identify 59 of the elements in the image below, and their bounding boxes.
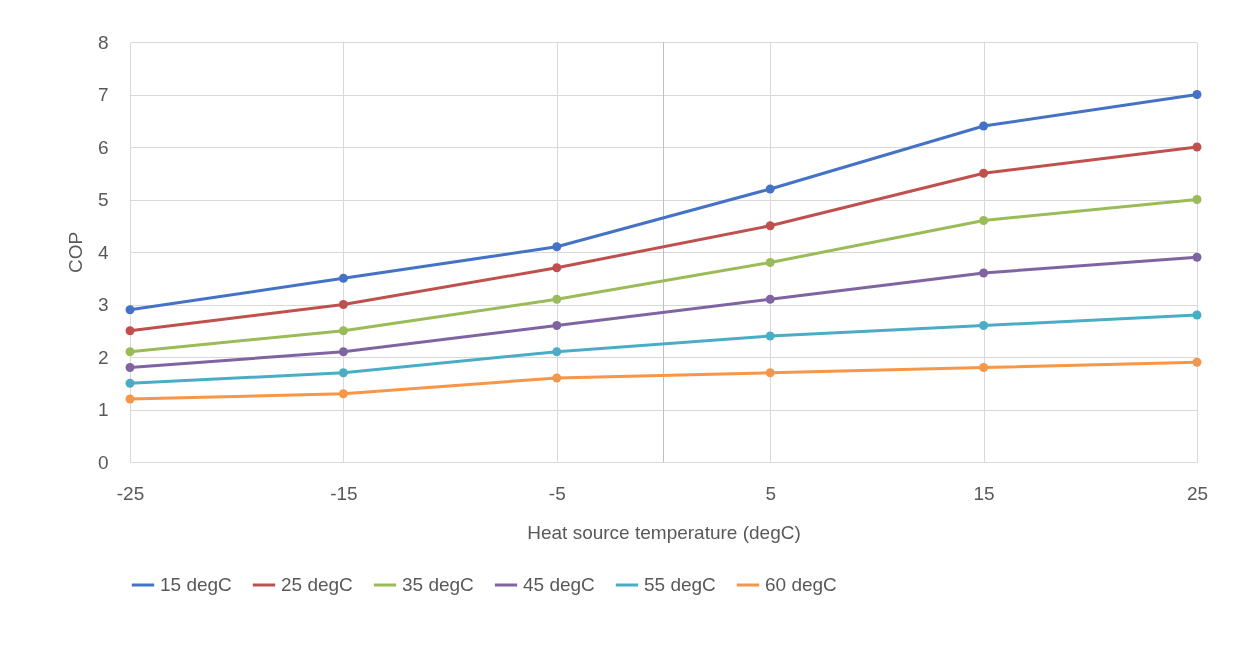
point bbox=[338, 300, 348, 309]
y-tick-label: 1 bbox=[97, 399, 109, 420]
point bbox=[1192, 357, 1202, 367]
point bbox=[552, 373, 562, 383]
point bbox=[765, 368, 775, 378]
point bbox=[552, 294, 562, 304]
point bbox=[125, 347, 135, 357]
point bbox=[1192, 310, 1202, 320]
point bbox=[125, 305, 135, 315]
point bbox=[1192, 142, 1202, 152]
legend-label: 60 degC bbox=[765, 574, 837, 595]
point bbox=[1192, 195, 1202, 204]
x-tick-label: -15 bbox=[330, 482, 358, 504]
y-tick-label: 8 bbox=[97, 31, 109, 53]
legend-label: 45 degC bbox=[523, 574, 595, 595]
point bbox=[338, 273, 348, 283]
y-tick-label: 0 bbox=[97, 451, 109, 473]
point bbox=[979, 363, 989, 372]
point bbox=[125, 326, 135, 336]
point bbox=[979, 268, 989, 278]
point bbox=[552, 263, 562, 273]
point bbox=[1192, 90, 1202, 99]
point bbox=[338, 368, 348, 378]
point bbox=[765, 184, 775, 194]
point bbox=[979, 216, 989, 225]
x-tick-label: -25 bbox=[116, 482, 145, 504]
point bbox=[338, 389, 348, 399]
y-tick-label: 6 bbox=[97, 136, 109, 158]
legend-label: 35 degC bbox=[402, 574, 474, 595]
point bbox=[552, 242, 562, 252]
point bbox=[1192, 252, 1202, 262]
point bbox=[125, 378, 135, 388]
legend-label: 15 degC bbox=[160, 574, 232, 595]
point bbox=[765, 294, 775, 304]
x-axis-title: Heat source temperature (degC) bbox=[527, 521, 801, 543]
y-axis-title: COP bbox=[64, 231, 86, 274]
point bbox=[125, 394, 135, 404]
legend-label: 25 degC bbox=[281, 574, 353, 595]
point bbox=[979, 121, 989, 131]
x-tick-label: -5 bbox=[548, 482, 566, 504]
y-tick-label: 2 bbox=[97, 346, 109, 368]
point bbox=[765, 331, 775, 341]
y-tick-label: 5 bbox=[97, 189, 109, 210]
point bbox=[765, 258, 775, 267]
point bbox=[765, 221, 775, 231]
legend-label: 55 degC bbox=[644, 574, 716, 595]
y-tick-label: 3 bbox=[97, 294, 109, 315]
y-tick-label: 4 bbox=[97, 241, 109, 263]
point bbox=[979, 321, 989, 330]
x-tick-label: 25 bbox=[1186, 482, 1209, 504]
point bbox=[552, 347, 562, 357]
point bbox=[338, 326, 348, 336]
point bbox=[125, 363, 135, 372]
point bbox=[979, 168, 989, 178]
point bbox=[338, 347, 348, 357]
x-tick-label: 5 bbox=[765, 482, 776, 504]
point bbox=[552, 321, 562, 330]
x-tick-label: 15 bbox=[973, 482, 995, 504]
y-tick-label: 7 bbox=[97, 84, 109, 105]
